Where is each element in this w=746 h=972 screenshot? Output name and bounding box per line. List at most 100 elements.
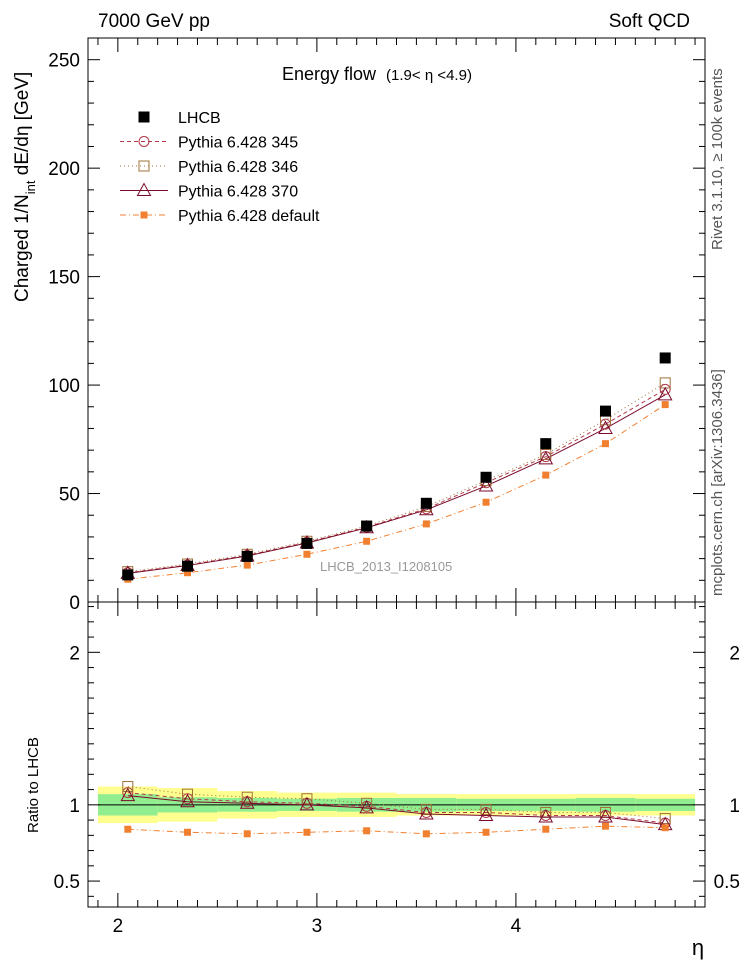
watermark-analysis-id: LHCB_2013_I1208105	[320, 559, 452, 574]
ratio-point-2-8	[598, 808, 613, 823]
ratio-point-2-5	[419, 805, 434, 820]
legend-marker-3	[136, 182, 152, 196]
ratio-point-1-1	[182, 788, 194, 800]
legend-label-0: LHCB	[178, 110, 221, 127]
main-point-4-6	[482, 498, 490, 506]
ratio-y-axis-label: Ratio to LHCB	[25, 737, 42, 833]
main-y-label-tail: dE/dη [GeV]	[12, 72, 33, 181]
main-point-3-5	[419, 501, 434, 516]
ratio-frame	[87, 601, 706, 908]
ratio-point-1-3	[301, 793, 313, 805]
main-line-4	[127, 404, 666, 580]
ratio-line-2	[127, 795, 666, 826]
main-ytick-label-3: 150	[48, 268, 80, 289]
main-point-2-7	[540, 448, 552, 460]
ratio-point-2-6	[478, 807, 494, 821]
legend-marker-4	[140, 211, 148, 219]
main-point-4-4	[363, 537, 371, 545]
xtick-label-1: 3	[312, 916, 323, 937]
side-mcplots-label: mcplots.cern.ch [arXiv:1306.3436]	[709, 369, 726, 596]
main-y-axis-label: Charged 1/Nint dE/dη [GeV]	[12, 72, 38, 302]
main-point-4-5	[422, 520, 430, 528]
main-point-0-9	[659, 352, 671, 364]
ratio-point-3-7	[542, 825, 550, 833]
ratio-point-2-0	[120, 787, 136, 802]
ratio-point-3-3	[303, 828, 311, 836]
main-ytick-label-2: 100	[48, 376, 80, 397]
legend-label-1: Pythia 6.428 345	[178, 135, 298, 152]
ratio-ytick-label-left-1: 1	[69, 796, 80, 817]
legend-marker-2	[138, 160, 150, 172]
main-point-0-0	[122, 569, 134, 581]
legend-label-2: Pythia 6.428 346	[178, 159, 298, 176]
main-point-0-5	[420, 497, 432, 509]
main-point-3-9	[657, 386, 673, 401]
x-axis-label: η	[692, 935, 704, 960]
main-point-4-2	[243, 561, 251, 569]
main-point-0-3	[301, 537, 313, 549]
ratio-point-3-8	[601, 822, 609, 830]
main-line-2	[127, 382, 666, 573]
side-rivet-label: Rivet 3.1.10, ≥ 100k events	[709, 68, 726, 250]
xtick-label-2: 4	[511, 916, 522, 937]
main-point-3-6	[478, 477, 494, 492]
legend-label-4: Pythia 6.428 default	[178, 208, 320, 225]
axes-frames: 0 50 100 150 200 250 2 3 4 0.5 0.5 1 1 2 2	[48, 37, 740, 937]
main-point-4-7	[542, 471, 550, 479]
ratio-point-1-6	[480, 803, 492, 815]
main-title-range: (1.9< η <4.9)	[386, 67, 472, 84]
main-ytick-label-1: 50	[59, 485, 80, 506]
main-title-text: Energy flow	[282, 64, 377, 84]
ratio-point-3-5	[422, 830, 430, 838]
ratio-ytick-label-right-0: 0.5	[714, 872, 740, 893]
main-title: Energy flow (1.9< η <4.9)	[282, 64, 472, 84]
ratio-line-0	[127, 792, 666, 824]
ratio-point-3-0	[124, 825, 132, 833]
header-beam-label: 7000 GeV pp	[98, 11, 210, 32]
ratio-point-0-0	[122, 787, 134, 799]
main-point-4-9	[661, 401, 669, 409]
header-process-label: Soft QCD	[609, 11, 690, 32]
ratio-point-1-2	[241, 791, 253, 803]
ratio-point-2-7	[538, 808, 554, 823]
ratio-point-2-3	[299, 796, 315, 811]
ratio-point-3-2	[243, 830, 251, 838]
ratio-point-1-9	[659, 813, 671, 825]
main-point-4-3	[303, 550, 311, 558]
main-point-4-8	[601, 440, 609, 448]
main-series-group	[120, 352, 673, 583]
ratio-point-3-9	[661, 824, 669, 832]
main-point-0-2	[241, 550, 253, 562]
legend-marker-1	[138, 136, 150, 147]
ratio-series-group	[120, 781, 673, 838]
ratio-ytick-label-left-2: 2	[69, 643, 80, 664]
main-point-0-4	[361, 520, 373, 532]
main-point-3-8	[598, 420, 613, 434]
ratio-point-2-2	[239, 795, 255, 809]
ratio-ytick-label-right-1: 1	[729, 796, 740, 817]
main-y-label-main: Charged 1/N	[12, 194, 33, 302]
ratio-point-3-6	[482, 828, 490, 836]
ratio-uncertainty-bands	[97, 786, 696, 824]
ratio-point-1-0	[122, 781, 134, 793]
ratio-ytick-label-left-0: 0.5	[54, 872, 80, 893]
main-line-1	[127, 388, 666, 574]
main-line-3	[127, 394, 666, 574]
ratio-point-2-4	[359, 799, 374, 814]
legend-marker-0	[138, 111, 150, 123]
main-point-0-8	[599, 405, 611, 417]
main-point-0-1	[182, 560, 194, 572]
main-ytick-label-4: 200	[48, 159, 80, 180]
main-y-label-sub: int	[23, 180, 38, 194]
main-point-4-1	[184, 569, 192, 577]
main-ytick-label-5: 250	[48, 51, 80, 72]
main-ytick-label-0: 0	[69, 593, 80, 614]
ratio-ytick-label-right-2: 2	[729, 643, 740, 664]
ratio-point-3-1	[184, 828, 192, 836]
ratio-point-3-4	[363, 827, 371, 835]
main-point-0-7	[540, 438, 552, 450]
xtick-label-0: 2	[113, 916, 124, 937]
ratio-line-1	[127, 786, 666, 820]
ratio-point-2-1	[180, 793, 195, 808]
